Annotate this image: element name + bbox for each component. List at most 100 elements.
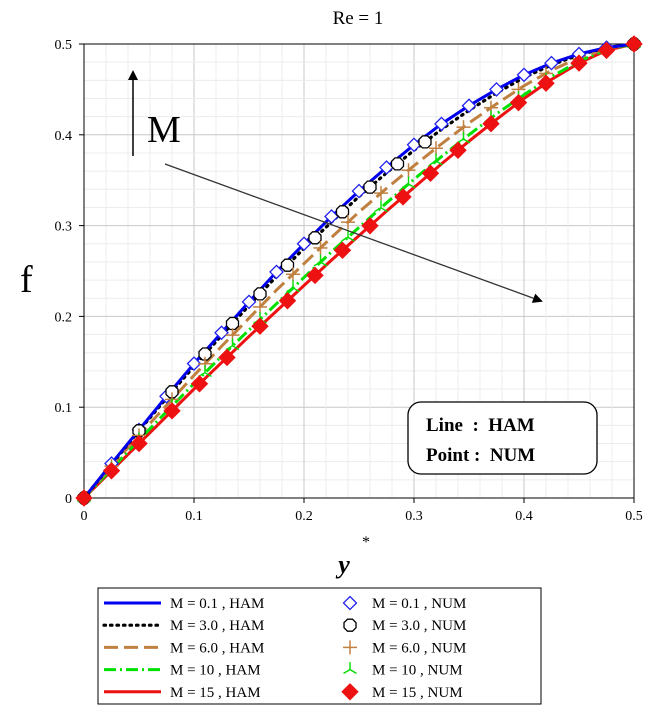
x-tick-label: 0.5 <box>625 509 643 524</box>
num-point-m-0_1 <box>544 55 559 71</box>
x-tick-label: 0.1 <box>185 509 203 524</box>
num-point-m-10 <box>313 254 328 267</box>
num-point-m-0_1 <box>269 264 284 280</box>
num-point-m-15 <box>102 462 121 480</box>
legend-num-label: M = 6.0 , NUM <box>372 640 466 656</box>
num-point-m-15 <box>218 348 236 367</box>
num-point-m-15 <box>570 54 588 72</box>
x-tick-label: 0.4 <box>515 509 533 524</box>
num-point-m-0_1 <box>489 81 504 97</box>
y-tick-label: 0.2 <box>55 310 73 325</box>
legend-ham-label: M = 6.0 , HAM <box>170 640 264 656</box>
num-point-m-0_1 <box>461 98 477 114</box>
legend-marker-sample <box>343 640 357 655</box>
num-point-m-15 <box>163 402 181 420</box>
num-point-m-15 <box>537 74 555 92</box>
num-point-m-6 <box>313 240 328 255</box>
num-point-m-3 <box>225 316 240 331</box>
legend-marker-sample <box>343 618 357 632</box>
x-axis-label-group: y * <box>335 534 370 579</box>
num-point-m-0_1 <box>296 236 312 252</box>
num-point-m-3 <box>418 135 432 149</box>
ham-line-m-6 <box>82 42 635 499</box>
num-point-m-0_1 <box>214 325 229 341</box>
num-point-m-10 <box>456 131 471 144</box>
num-point-m-15 <box>278 292 297 310</box>
num-point-m-15 <box>75 489 93 507</box>
legend-marker-sample <box>342 595 358 611</box>
num-point-m-3 <box>390 157 405 171</box>
num-point-m-0_1 <box>434 116 449 132</box>
num-point-m-0_1 <box>406 137 422 153</box>
num-point-m-0_1 <box>379 160 394 175</box>
num-point-m-15 <box>361 217 379 235</box>
legend-ham-label: M = 10 , HAM <box>170 663 261 679</box>
num-point-m-6 <box>401 163 416 178</box>
num-point-m-6 <box>253 299 267 314</box>
annotation-box: Line : HAM Point : NUM <box>407 401 598 475</box>
num-point-m-6 <box>374 186 388 201</box>
num-point-m-15 <box>190 375 209 393</box>
num-point-m-15 <box>449 141 467 159</box>
num-points <box>75 35 643 507</box>
num-point-m-15 <box>333 241 352 260</box>
y-tick-label: 0.5 <box>55 38 73 53</box>
num-point-m-6 <box>429 141 443 156</box>
num-point-m-3 <box>363 180 377 194</box>
m-arrow-label: M <box>147 109 181 151</box>
legend-marker-sample <box>343 662 357 674</box>
num-point-m-0_1 <box>186 356 202 372</box>
legend-num-label: M = 15 , NUM <box>372 685 463 701</box>
num-point-m-0_1 <box>324 209 339 224</box>
num-point-m-15 <box>625 35 643 53</box>
num-point-m-15 <box>306 266 324 285</box>
annotation-line-1: Line : HAM <box>426 415 535 436</box>
annotation-line-2: Point : NUM <box>426 445 535 466</box>
x-axis-label-superscript: * <box>362 534 370 551</box>
num-point-m-10 <box>286 280 300 293</box>
x-tick-label: 0 <box>81 509 88 524</box>
num-point-m-15 <box>394 188 412 206</box>
num-point-m-3 <box>335 205 350 219</box>
plot-frame <box>83 43 635 499</box>
num-point-m-10 <box>429 153 443 166</box>
num-point-m-15 <box>130 434 148 453</box>
num-point-m-6 <box>286 267 300 282</box>
num-point-m-3 <box>198 347 212 361</box>
num-point-m-6 <box>341 215 355 230</box>
num-point-m-10 <box>374 200 388 213</box>
legend-ham-label: M = 3.0 , HAM <box>170 618 264 634</box>
num-point-m-15 <box>509 93 528 112</box>
y-tick-label: 0 <box>65 492 72 507</box>
legend: M = 0.1 , HAM M = 0.1 , NUM M = 3.0 , HAM M… <box>102 595 466 701</box>
legend-num-label: M = 10 , NUM <box>372 663 463 679</box>
num-point-m-15 <box>421 164 440 183</box>
num-point-m-3 <box>253 287 267 301</box>
num-point-m-0_1 <box>241 294 257 310</box>
num-point-m-15 <box>482 115 500 133</box>
y-tick-label: 0.1 <box>55 401 73 416</box>
legend-ham-label: M = 0.1 , HAM <box>170 596 264 612</box>
legend-ham-label: M = 15 , HAM <box>170 685 261 701</box>
legend-box <box>97 587 542 705</box>
axis-ticks: 0 0.1 0.2 0.3 0.4 0.5 0 0.1 0.2 0.3 0.4 0.5 <box>55 38 643 524</box>
y-axis-label: f <box>20 259 33 301</box>
num-point-m-3 <box>280 258 295 272</box>
x-tick-label: 0.2 <box>295 509 313 524</box>
num-point-m-0_1 <box>351 183 367 199</box>
num-point-m-3 <box>165 385 179 399</box>
legend-marker-sample <box>341 683 359 701</box>
x-axis-label: y <box>335 550 350 579</box>
num-point-m-15 <box>251 317 269 335</box>
legend-num-label: M = 3.0 , NUM <box>372 618 466 634</box>
num-point-m-3 <box>308 231 322 245</box>
chart-title: Re = 1 <box>333 8 384 29</box>
num-point-m-15 <box>597 41 616 60</box>
x-tick-label: 0.3 <box>405 509 423 524</box>
num-point-m-10 <box>401 176 416 189</box>
y-tick-label: 0.4 <box>55 129 73 144</box>
legend-num-label: M = 0.1 , NUM <box>372 596 466 612</box>
y-tick-label: 0.3 <box>55 220 73 235</box>
num-point-m-0_1 <box>516 67 532 83</box>
